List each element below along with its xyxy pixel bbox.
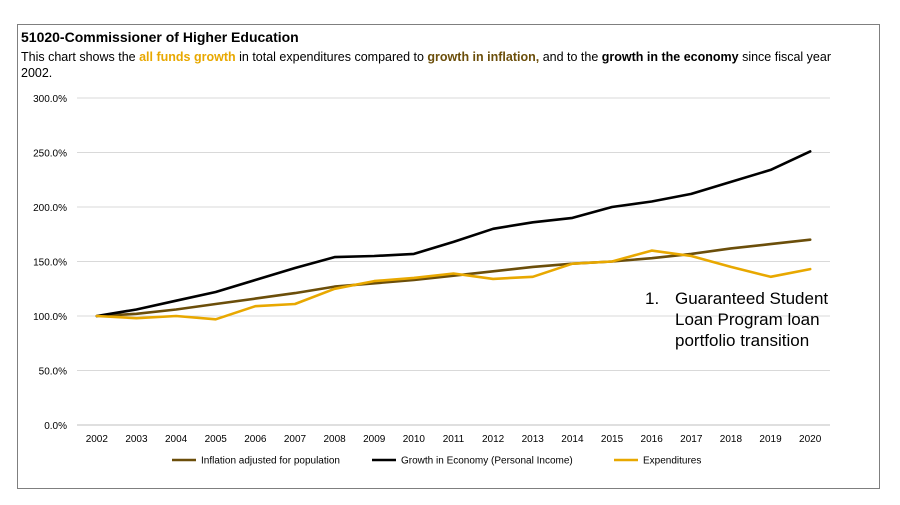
y-tick-label: 100.0% (33, 312, 67, 323)
x-tick-label: 2020 (799, 434, 822, 445)
x-tick-label: 2015 (601, 434, 624, 445)
highlight-expenditures: all funds growth (139, 50, 236, 64)
x-tick-label: 2017 (680, 434, 703, 445)
highlight-economy: growth in the economy (601, 50, 739, 64)
y-tick-label: 150.0% (33, 258, 67, 269)
annotation-note: 1. Guaranteed Student Loan Program loan … (645, 288, 875, 351)
series-line-1 (95, 238, 812, 318)
chart-frame (17, 24, 880, 489)
series-line-3 (95, 249, 812, 321)
highlight-inflation: growth in inflation, (427, 50, 540, 64)
x-tick-label: 2005 (205, 434, 228, 445)
y-tick-label: 250.0% (33, 149, 67, 160)
legend-label: Growth in Economy (Personal Income) (401, 456, 573, 467)
note-number: 1. (645, 289, 660, 308)
x-tick-label: 2003 (125, 434, 148, 445)
legend-label: Expenditures (643, 456, 701, 467)
y-tick-label: 200.0% (33, 203, 67, 214)
x-tick-label: 2014 (561, 434, 584, 445)
subtitle-part-1: This chart shows the (21, 50, 140, 64)
x-tick-label: 2008 (323, 434, 346, 445)
legend-label: Inflation adjusted for population (201, 456, 340, 467)
chart-description: This chart shows the all funds growth in… (21, 49, 861, 81)
x-tick-label: 2007 (284, 434, 307, 445)
page-title: 51020-Commissioner of Higher Education (21, 29, 299, 45)
x-tick-label: 2011 (443, 434, 465, 445)
x-tick-label: 2016 (641, 434, 664, 445)
subtitle-part-4: since fiscal year 2002. (21, 50, 831, 80)
x-tick-label: 2013 (522, 434, 545, 445)
subtitle-part-2: in total expenditures compared to (235, 50, 428, 64)
x-tick-label: 2009 (363, 434, 386, 445)
x-tick-label: 2004 (165, 434, 188, 445)
note-text: Guaranteed Student Loan Program loan por… (675, 289, 829, 350)
y-tick-label: 300.0% (33, 94, 67, 105)
x-tick-label: 2012 (482, 434, 505, 445)
x-tick-label: 2019 (759, 434, 782, 445)
x-tick-label: 2002 (86, 434, 109, 445)
x-tick-label: 2010 (403, 434, 426, 445)
x-tick-label: 2018 (720, 434, 743, 445)
y-tick-label: 0.0% (44, 421, 67, 432)
y-tick-label: 50.0% (39, 367, 67, 378)
subtitle-part-3: and to the (539, 50, 602, 64)
x-tick-label: 2006 (244, 434, 267, 445)
series-line-2 (95, 150, 812, 318)
